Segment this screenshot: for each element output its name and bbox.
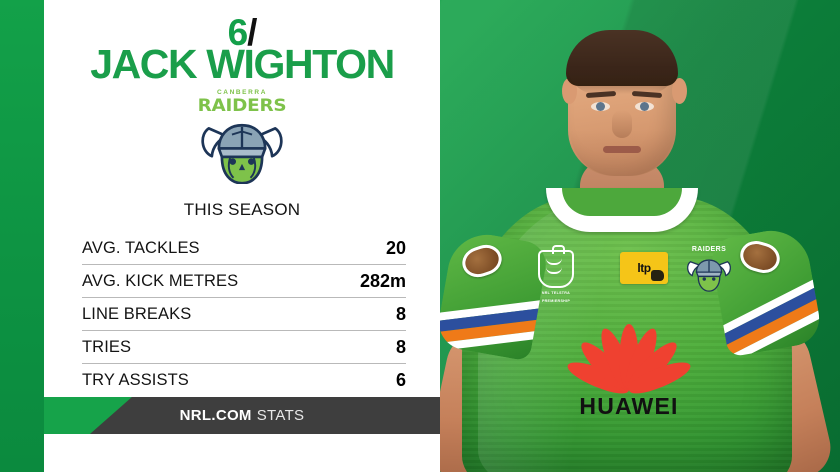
player-eye bbox=[591, 102, 610, 111]
raiders-viking-crest-icon bbox=[687, 259, 731, 292]
huawei-wordmark: HUAWEI bbox=[579, 393, 679, 419]
australia-map-icon bbox=[651, 270, 664, 281]
club-name-label: RAIDERS bbox=[197, 95, 287, 116]
raiders-viking-crest-icon bbox=[178, 116, 306, 189]
card-bottom-strip bbox=[44, 434, 440, 472]
player-hair-fade bbox=[568, 66, 676, 94]
nrl-badge-subtitle-line2: PREMIERSHIP bbox=[541, 299, 571, 304]
left-green-rail bbox=[0, 0, 44, 472]
jersey-number-value: 6 bbox=[227, 12, 249, 53]
info-card: 6/ JACK WIGHTON CANBERRA RAIDERS bbox=[44, 0, 440, 472]
footer-banner: NRL.COM STATS bbox=[44, 397, 440, 434]
stat-value: 20 bbox=[385, 237, 406, 258]
huawei-sponsor-logo: HUAWEI bbox=[540, 318, 718, 420]
table-row: LINE BREAKS 8 bbox=[82, 297, 406, 330]
jersey-number-slash: / bbox=[247, 12, 257, 53]
jersey-club-crest-label: RAIDERS bbox=[691, 246, 727, 253]
jersey-number: 6/ bbox=[44, 14, 440, 51]
footer-brand: NRL.COM STATS bbox=[44, 397, 440, 434]
nrl-badge-subtitle-line1: NRL TELSTRA bbox=[541, 291, 571, 295]
stat-value: 8 bbox=[395, 336, 406, 357]
stat-value: 8 bbox=[395, 303, 406, 324]
jersey-club-crest: RAIDERS bbox=[680, 246, 738, 292]
footer-banner-shape bbox=[89, 397, 440, 434]
stats-table: AVG. TACKLES 20 AVG. KICK METRES 282m LI… bbox=[82, 232, 406, 396]
footer-brand-name: NRL.COM bbox=[179, 407, 252, 424]
section-heading: THIS SEASON bbox=[183, 200, 301, 219]
stat-label: TRY ASSISTS bbox=[82, 370, 189, 389]
table-row: AVG. TACKLES 20 bbox=[82, 232, 406, 264]
club-city-label: CANBERRA bbox=[217, 89, 267, 96]
table-row: AVG. KICK METRES 282m bbox=[82, 264, 406, 297]
sponsor-ltp-badge: ltp bbox=[620, 252, 668, 284]
jersey-collar bbox=[546, 188, 698, 232]
jersey-collar-inner bbox=[562, 188, 682, 216]
nrl-competition-badge: NRL TELSTRA PREMIERSHIP bbox=[538, 245, 574, 303]
player-portrait: NRL TELSTRA PREMIERSHIP ltp RAIDERS bbox=[418, 0, 840, 472]
player-eye bbox=[635, 102, 654, 111]
player-ear bbox=[672, 78, 687, 104]
table-row: TRY ASSISTS 6 bbox=[82, 363, 406, 396]
nrl-shield-icon bbox=[538, 245, 574, 288]
club-crest: CANBERRA RAIDERS bbox=[178, 89, 306, 189]
player-mouth bbox=[603, 146, 641, 153]
huawei-flower-icon bbox=[554, 318, 704, 399]
stat-value: 282m bbox=[359, 270, 406, 291]
stat-label: AVG. KICK METRES bbox=[82, 271, 239, 290]
stat-label: AVG. TACKLES bbox=[82, 238, 200, 257]
table-row: TRIES 8 bbox=[82, 330, 406, 363]
footer-brand-suffix: STATS bbox=[256, 407, 305, 424]
sponsor-ltp-label: ltp bbox=[637, 261, 651, 275]
stat-label: LINE BREAKS bbox=[82, 304, 192, 323]
player-nose bbox=[612, 110, 632, 138]
page-title: JACK WIGHTON bbox=[90, 41, 395, 87]
stat-value: 6 bbox=[395, 369, 406, 390]
stat-label: TRIES bbox=[82, 337, 132, 356]
